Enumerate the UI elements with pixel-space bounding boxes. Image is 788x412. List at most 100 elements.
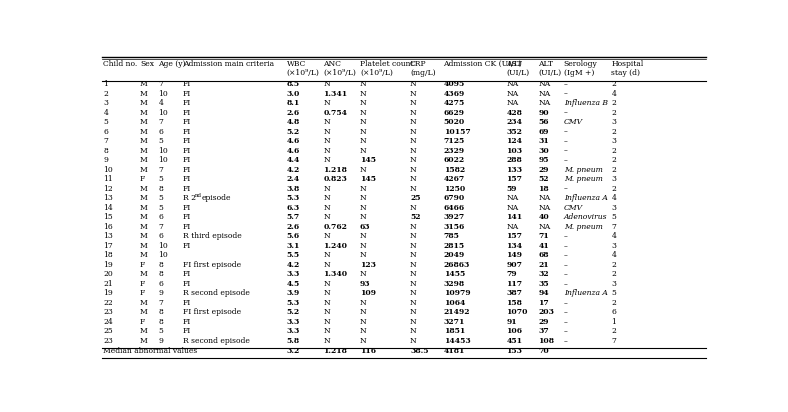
Text: 124: 124 [507,137,522,145]
Text: (×10⁹/L): (×10⁹/L) [360,69,392,77]
Text: M: M [140,251,148,259]
Text: –: – [564,251,567,259]
Text: –: – [564,137,567,145]
Text: N: N [323,261,330,269]
Text: 9: 9 [103,156,108,164]
Text: 8.5: 8.5 [287,80,299,88]
Text: 70: 70 [538,347,549,355]
Text: (×10⁹/L): (×10⁹/L) [287,69,319,77]
Text: N: N [360,242,366,250]
Text: 16: 16 [103,223,113,231]
Text: N: N [360,128,366,136]
Text: –: – [564,318,567,326]
Text: 63: 63 [360,223,370,231]
Text: 10: 10 [158,147,168,154]
Text: FI: FI [183,175,191,183]
Text: Admission main criteria: Admission main criteria [183,60,274,68]
Text: 59: 59 [507,185,517,193]
Text: 3.0: 3.0 [287,89,300,98]
Text: N: N [410,156,417,164]
Text: 18: 18 [103,251,113,259]
Text: N: N [410,299,417,307]
Text: 14: 14 [103,204,113,212]
Text: 8: 8 [158,270,163,279]
Text: 5.3: 5.3 [287,194,300,202]
Text: 6466: 6466 [444,204,465,212]
Text: 6: 6 [103,128,108,136]
Text: Influenza A: Influenza A [564,194,608,202]
Text: 4: 4 [611,232,616,240]
Text: –: – [564,109,567,117]
Text: N: N [360,137,366,145]
Text: N: N [410,185,417,193]
Text: 5.2: 5.2 [287,128,299,136]
Text: AST: AST [507,60,522,68]
Text: N: N [410,147,417,154]
Text: 1455: 1455 [444,270,465,279]
Text: 8: 8 [158,261,163,269]
Text: 352: 352 [507,128,522,136]
Text: M: M [140,156,148,164]
Text: F: F [140,280,145,288]
Text: 3.8: 3.8 [287,185,300,193]
Text: 21492: 21492 [444,309,470,316]
Text: –: – [564,232,567,240]
Text: N: N [360,299,366,307]
Text: N: N [410,251,417,259]
Text: 10: 10 [103,166,113,174]
Text: (mg/L): (mg/L) [410,69,436,77]
Text: N: N [410,309,417,316]
Text: –: – [564,242,567,250]
Text: stay (d): stay (d) [611,69,641,77]
Text: –: – [564,80,567,88]
Text: –: – [564,128,567,136]
Text: 94: 94 [538,289,548,297]
Text: FI: FI [183,166,191,174]
Text: N: N [323,280,330,288]
Text: 4267: 4267 [444,175,465,183]
Text: N: N [360,185,366,193]
Text: 2: 2 [103,89,108,98]
Text: 5: 5 [611,213,616,221]
Text: –: – [564,309,567,316]
Text: 5: 5 [158,137,163,145]
Text: 3.3: 3.3 [287,328,300,335]
Text: NA: NA [507,194,519,202]
Text: M: M [140,328,148,335]
Text: N: N [410,99,417,107]
Text: N: N [360,251,366,259]
Text: Admission CK (UI/L): Admission CK (UI/L) [444,60,522,68]
Text: F: F [140,175,145,183]
Text: N: N [323,213,330,221]
Text: 4: 4 [611,89,616,98]
Text: M. pneum: M. pneum [564,166,603,174]
Text: 117: 117 [507,280,522,288]
Text: –: – [564,261,567,269]
Text: 3: 3 [611,280,616,288]
Text: FI: FI [183,99,191,107]
Text: 1.340: 1.340 [323,270,348,279]
Text: nd: nd [195,193,202,198]
Text: N: N [323,318,330,326]
Text: M: M [140,109,148,117]
Text: 1851: 1851 [444,328,465,335]
Text: NA: NA [538,80,551,88]
Text: –: – [564,328,567,335]
Text: 2.6: 2.6 [287,109,299,117]
Text: 5: 5 [158,328,163,335]
Text: N: N [323,309,330,316]
Text: NA: NA [538,223,551,231]
Text: 0.762: 0.762 [323,223,347,231]
Text: 158: 158 [507,299,522,307]
Text: 3156: 3156 [444,223,465,231]
Text: ANC: ANC [323,60,341,68]
Text: 19: 19 [103,289,113,297]
Text: F: F [140,289,145,297]
Text: Child no.: Child no. [103,60,138,68]
Text: Adenovirus: Adenovirus [564,213,608,221]
Text: N: N [360,118,366,126]
Text: N: N [323,128,330,136]
Text: 109: 109 [360,289,376,297]
Text: 93: 93 [360,280,370,288]
Text: M. pneum: M. pneum [564,175,603,183]
